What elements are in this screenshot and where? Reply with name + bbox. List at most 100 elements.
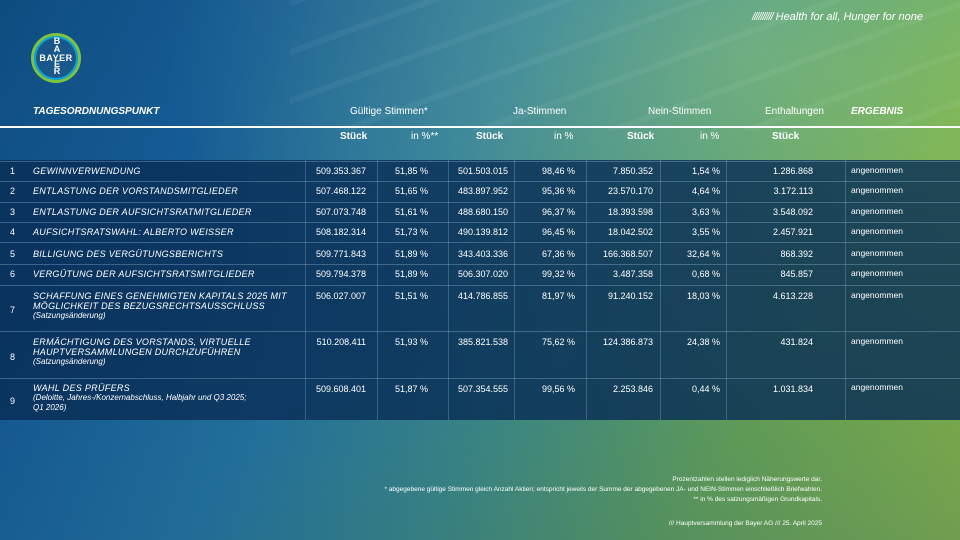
cell-no-pct: 4,64 % (691, 186, 720, 196)
column-divider (448, 160, 449, 420)
cell-valid: 507.073.748 (315, 207, 366, 217)
result-value: angenommen (851, 226, 903, 236)
cell-no-pct: 0,68 % (691, 269, 720, 279)
cell-no-votes: 166.368.507 (602, 249, 653, 259)
row-title-line: ERMÄCHTIGUNG DES VORSTANDS, VIRTUELLE (33, 337, 251, 347)
cell-yes: 414.786.855 (457, 291, 508, 301)
row-number: 9 (10, 396, 16, 406)
result-value: angenommen (851, 290, 903, 300)
row-number: 3 (10, 207, 16, 217)
cell-valid: 509.608.401 (315, 384, 366, 394)
table-row (0, 378, 960, 420)
table-row (0, 222, 960, 242)
row-subtitle: (Satzungsänderung) (33, 357, 106, 366)
cell-valid-pct: 51,73 % (394, 227, 428, 237)
table-row (0, 202, 960, 222)
row-number: 2 (10, 186, 16, 196)
cell-no-pct: 3,63 % (691, 207, 720, 217)
cell-yes: 483.897.952 (457, 186, 508, 196)
header-no-votes: Nein-Stimmen (648, 106, 712, 117)
cell-abst: 868.392 (780, 249, 813, 259)
result-value: angenommen (851, 165, 903, 175)
row-title-line: MÖGLICHKEIT DES BEZUGSRECHTSAUSSCHLUSS (33, 301, 265, 311)
row-number: 7 (10, 305, 16, 315)
cell-no-votes: 2.253.846 (612, 384, 653, 394)
table-row (0, 242, 960, 264)
tagline-text: Health for all, Hunger for none (775, 11, 923, 23)
row-title: VERGÜTUNG DER AUFSICHTSRATSMITGLIEDER (33, 269, 255, 279)
results-table (0, 160, 960, 420)
cell-yes-pct: 96,45 % (541, 227, 575, 237)
column-divider (305, 160, 306, 420)
cell-yes-pct: 99,32 % (541, 269, 575, 279)
subheader-abstentions-pieces: Stück (772, 131, 800, 142)
header-result: ERGEBNIS (851, 106, 904, 117)
header-rule (0, 126, 960, 128)
cell-abst: 1.286.868 (772, 166, 813, 176)
logo-horizontal-text: BAYER (39, 53, 73, 63)
cell-valid-pct: 51,51 % (394, 291, 428, 301)
result-value: angenommen (851, 248, 903, 258)
cell-no-votes: 18.393.598 (607, 207, 653, 217)
row-title-line: WAHL DES PRÜFERS (33, 383, 130, 393)
cell-valid: 510.208.411 (316, 337, 366, 347)
cell-abst: 3.548.092 (772, 207, 813, 217)
table-row (0, 264, 960, 285)
cell-valid-pct: 51,89 % (394, 269, 428, 279)
cell-valid-pct: 51,87 % (394, 384, 428, 394)
cell-abst: 1.031.834 (772, 384, 813, 394)
row-title: ENTLASTUNG DER AUFSICHTSRATMITGLIEDER (33, 207, 252, 217)
subheader-valid-percent: in %** (411, 131, 439, 142)
cell-yes-pct: 75,62 % (541, 337, 575, 347)
cell-abst: 3.172.113 (773, 186, 813, 196)
cell-no-votes: 23.570.170 (607, 186, 653, 196)
cell-yes: 488.680.150 (457, 207, 508, 217)
row-number: 6 (10, 269, 16, 279)
cell-abst: 431.824 (780, 337, 813, 347)
result-value: angenommen (851, 336, 903, 346)
header-abstentions: Enthaltungen (765, 106, 824, 117)
cell-yes-pct: 98,46 % (541, 166, 575, 176)
row-number: 1 (10, 166, 16, 176)
cell-abst: 845.857 (780, 269, 813, 279)
tagline: //////////Health for all, Hunger for non… (752, 11, 923, 23)
cell-no-pct: 24,38 % (686, 337, 720, 347)
cell-no-pct: 32,64 % (686, 249, 720, 259)
result-value: angenommen (851, 206, 903, 216)
tagline-slashes: ////////// (752, 11, 774, 23)
cell-yes-pct: 95,36 % (541, 186, 575, 196)
header-yes-votes: Ja-Stimmen (513, 106, 567, 117)
cell-no-votes: 7.850.352 (612, 166, 653, 176)
cell-yes-pct: 99,56 % (541, 384, 575, 394)
row-subtitle-line: (Deloitte, Jahres-/Konzernabschluss, Hal… (33, 393, 247, 402)
subheader-no-pieces: Stück (627, 131, 655, 142)
cell-yes: 490.139.812 (457, 227, 508, 237)
subheader-yes-pieces: Stück (476, 131, 504, 142)
column-divider (586, 160, 587, 420)
result-value: angenommen (851, 185, 903, 195)
row-title: GEWINNVERWENDUNG (33, 166, 141, 176)
footnote-approximation: Prozentzahlen stellen lediglich Näherung… (672, 476, 822, 483)
table-row (0, 285, 960, 331)
cell-yes: 501.503.015 (457, 166, 508, 176)
subheader-yes-percent: in % (554, 131, 574, 142)
cell-no-pct: 1,54 % (691, 166, 720, 176)
cell-valid: 509.771.843 (315, 249, 366, 259)
cell-yes-pct: 67,36 % (541, 249, 575, 259)
cell-yes: 507.354.555 (457, 384, 508, 394)
result-value: angenommen (851, 382, 903, 392)
cell-valid: 507.468.122 (315, 186, 366, 196)
column-divider (377, 160, 378, 420)
footnote-share-capital: ** in % des satzungsmäßigen Grundkapital… (693, 496, 822, 503)
column-divider (845, 160, 846, 420)
column-divider (726, 160, 727, 420)
cell-valid-pct: 51,93 % (394, 337, 428, 347)
header-valid-votes: Gültige Stimmen* (350, 106, 428, 117)
header-item: TAGESORDNUNGSPUNKT (33, 106, 160, 117)
cell-yes: 506.307.020 (457, 269, 508, 279)
cell-yes-pct: 81,97 % (541, 291, 575, 301)
footnote-event: /// Hauptversammlung der Bayer AG /// 25… (668, 520, 822, 527)
row-number: 4 (10, 227, 16, 237)
cell-abst: 2.457.921 (772, 227, 813, 237)
